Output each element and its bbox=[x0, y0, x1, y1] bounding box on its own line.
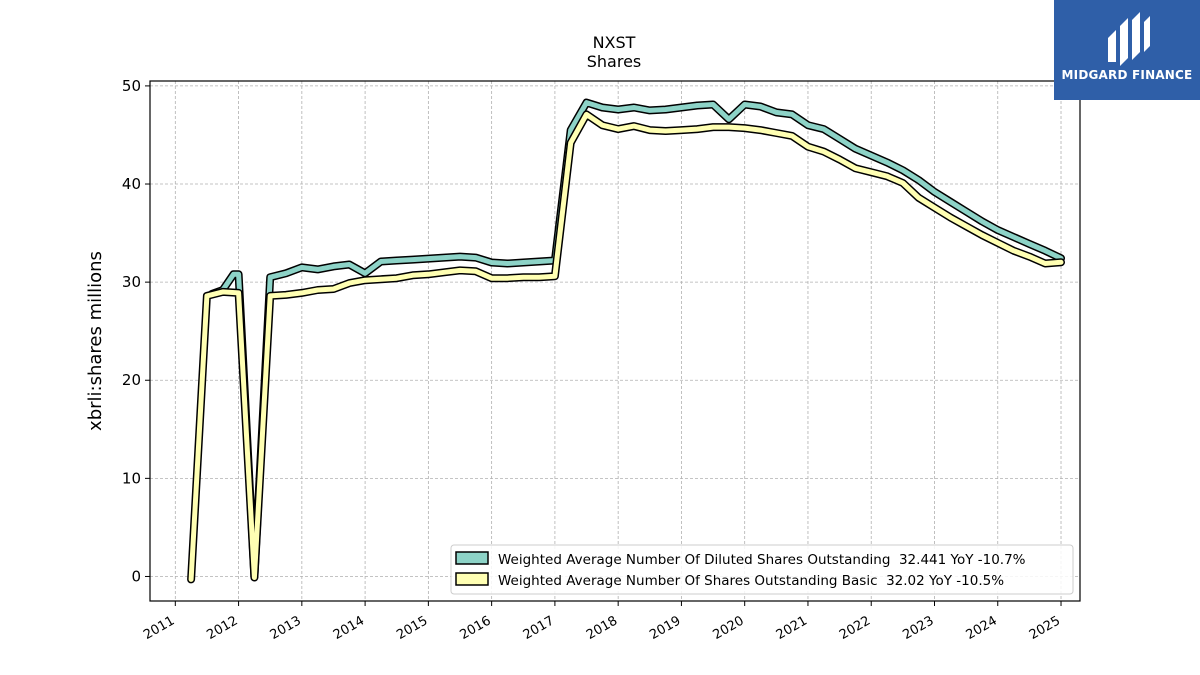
x-tick-label: 2018 bbox=[584, 613, 620, 643]
x-tick-label: 2025 bbox=[1027, 613, 1063, 643]
y-tick-label: 40 bbox=[122, 175, 141, 193]
x-tick-label: 2016 bbox=[457, 613, 493, 643]
x-tick-label: 2020 bbox=[711, 613, 747, 643]
legend-swatch-basic bbox=[455, 572, 489, 586]
x-tick-label: 2022 bbox=[837, 613, 873, 643]
x-axis-ticks: 2011 2012 2013 2014 2015 2016 2017 2018 2019 2020… bbox=[141, 601, 1063, 643]
x-tick-label: 2013 bbox=[268, 613, 304, 643]
x-tick-label: 2014 bbox=[331, 613, 367, 643]
legend-label-diluted: Weighted Average Number Of Diluted Share… bbox=[498, 552, 1026, 568]
series-line-basic bbox=[187, 110, 1065, 584]
series-stroke bbox=[209, 100, 1064, 579]
x-tick-label: 2017 bbox=[521, 613, 557, 643]
grid bbox=[150, 81, 1080, 601]
y-tick-label: 50 bbox=[122, 77, 141, 95]
legend-swatch-diluted bbox=[455, 551, 489, 565]
y-tick-label: 20 bbox=[122, 371, 141, 389]
y-axis-ticks: 0 10 20 30 40 50 bbox=[122, 77, 150, 585]
legend-frame bbox=[450, 544, 1074, 595]
x-tick-label: 2024 bbox=[964, 613, 1000, 643]
y-tick-label: 10 bbox=[122, 469, 141, 487]
x-tick-label: 2019 bbox=[647, 613, 683, 643]
logo-text: MIDGARD FINANCE bbox=[1061, 68, 1193, 82]
y-tick-label: 30 bbox=[122, 273, 141, 291]
midgard-finance-logo: MIDGARD FINANCE bbox=[1054, 0, 1200, 100]
legend: Weighted Average Number Of Diluted Share… bbox=[450, 544, 1074, 595]
x-tick-label: 2015 bbox=[394, 613, 430, 643]
x-tick-label: 2021 bbox=[774, 613, 810, 643]
x-tick-label: 2012 bbox=[204, 613, 240, 643]
series-stroke bbox=[188, 111, 1064, 582]
x-tick-label: 2011 bbox=[141, 613, 177, 643]
legend-label-basic: Weighted Average Number Of Shares Outsta… bbox=[498, 573, 1004, 589]
y-axis-label: xbrli:shares millions bbox=[85, 251, 106, 431]
chart-subtitle: Shares bbox=[587, 52, 642, 71]
series-layer bbox=[187, 98, 1065, 584]
plot-frame bbox=[149, 80, 1081, 602]
y-tick-label: 0 bbox=[131, 567, 141, 585]
series-line-diluted bbox=[208, 98, 1065, 581]
series-outline bbox=[208, 98, 1065, 581]
chart-title: NXST bbox=[593, 33, 636, 52]
midgard-logo-icon bbox=[1108, 12, 1150, 66]
x-tick-label: 2023 bbox=[900, 613, 936, 643]
